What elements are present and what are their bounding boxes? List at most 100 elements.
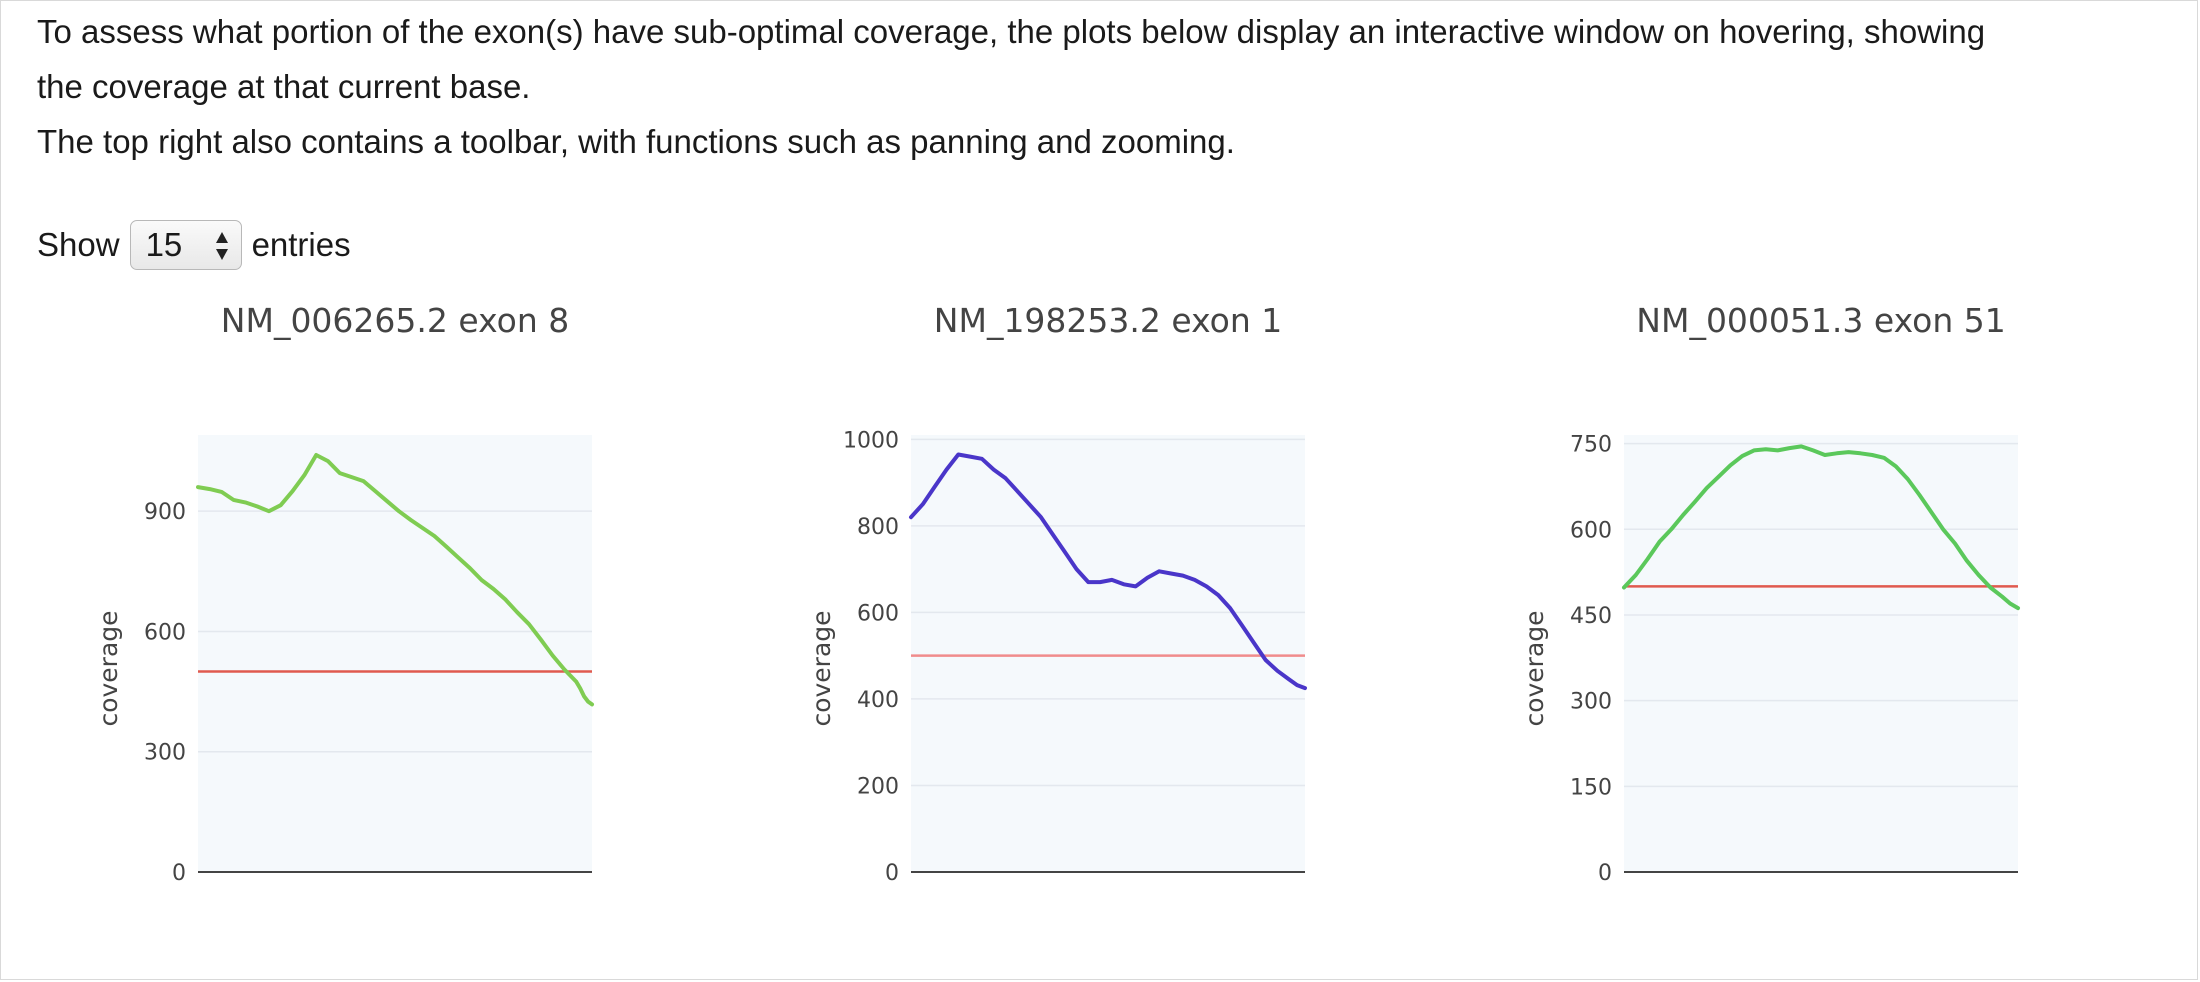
coverage-point xyxy=(1240,623,1244,627)
coverage-point xyxy=(1181,574,1185,578)
coverage-point xyxy=(2000,595,2004,599)
coverage-point xyxy=(196,485,200,489)
entries-select[interactable]: 15 xyxy=(129,220,242,270)
coverage-point xyxy=(1764,447,1768,451)
coverage-point xyxy=(1074,567,1079,571)
coverage-point xyxy=(503,597,507,601)
entries-select-value: 15 xyxy=(145,226,183,263)
coverage-point xyxy=(578,686,582,690)
plot-background xyxy=(198,435,592,872)
coverage-point xyxy=(456,555,460,559)
coverage-point xyxy=(1693,500,1697,504)
coverage-point xyxy=(1799,444,1803,449)
coverage-point xyxy=(1988,585,1993,590)
coverage-point xyxy=(1858,451,1862,455)
y-tick-label: 400 xyxy=(857,688,899,713)
y-tick-label: 0 xyxy=(1598,861,1612,886)
coverage-plot-3-svg: NM_000051.3 exon 51 0 150 300 450 600 750 cover… xyxy=(1520,301,2020,886)
coverage-point xyxy=(397,509,401,513)
coverage-point xyxy=(968,455,972,459)
coverage-point xyxy=(1953,541,1957,546)
coverage-point xyxy=(1882,456,1886,460)
coverage-plot-2[interactable]: NM_198253.2 exon 1 0 200 400 600 800 1000 cover… xyxy=(733,290,1453,910)
coverage-point xyxy=(468,566,472,570)
coverage-point xyxy=(314,453,318,457)
coverage-point xyxy=(1193,578,1197,582)
coverage-point xyxy=(1917,493,1922,497)
coverage-point xyxy=(1646,557,1650,561)
coverage-point xyxy=(373,489,377,493)
y-tick-label: 800 xyxy=(857,515,899,540)
coverage-point xyxy=(1228,606,1232,610)
intro-line-3: The top right also contains a toolbar, w… xyxy=(37,123,1235,160)
intro-text: To assess what portion of the exon(s) ha… xyxy=(37,4,2197,169)
coverage-point xyxy=(208,487,212,491)
y-tick-label: 600 xyxy=(144,620,186,645)
y-axis-label: coverage xyxy=(94,610,123,726)
entries-length-control: Show 15 entries xyxy=(37,218,351,272)
coverage-point xyxy=(338,471,342,475)
select-arrows-icon xyxy=(215,232,228,260)
y-tick-label: 900 xyxy=(144,500,186,525)
coverage-point xyxy=(1657,540,1662,544)
coverage-point xyxy=(1063,550,1067,554)
coverage-point xyxy=(1705,486,1709,490)
coverage-point xyxy=(2016,606,2020,610)
y-tick-label: 1000 xyxy=(843,428,899,453)
chart-title: NM_006265.2 exon 8 xyxy=(221,301,569,340)
y-tick-label: 0 xyxy=(172,861,186,886)
y-axis-label: coverage xyxy=(807,610,836,726)
coverage-point xyxy=(1835,451,1839,455)
coverage-point xyxy=(385,499,389,503)
coverage-point xyxy=(1740,454,1744,458)
coverage-point xyxy=(1122,582,1126,586)
coverage-point xyxy=(1906,477,1910,481)
coverage-point xyxy=(1157,569,1161,573)
y-tick-label: 600 xyxy=(1570,518,1612,543)
coverage-point xyxy=(1015,489,1019,493)
coverage-point xyxy=(1894,464,1898,469)
coverage-point xyxy=(1039,515,1043,519)
entries-label: entries xyxy=(251,226,351,263)
coverage-point xyxy=(562,667,567,672)
coverage-point xyxy=(1169,571,1173,576)
coverage-point xyxy=(1098,580,1102,584)
coverage-point xyxy=(1003,476,1008,480)
coverage-point xyxy=(432,534,436,538)
coverage-point xyxy=(921,502,925,506)
coverage-point xyxy=(361,479,366,483)
coverage-point xyxy=(1787,446,1792,450)
coverage-point xyxy=(980,457,984,461)
coverage-point xyxy=(290,489,295,493)
y-tick-label: 300 xyxy=(1570,690,1612,715)
coverage-point xyxy=(255,504,259,508)
coverage-point xyxy=(1051,532,1055,537)
y-axis-label: coverage xyxy=(1520,610,1549,726)
coverage-plot-3[interactable]: NM_000051.3 exon 51 0 150 300 450 600 750 cover… xyxy=(1446,290,2166,910)
intro-line-1: To assess what portion of the exon(s) ha… xyxy=(37,13,1986,50)
coverage-point xyxy=(590,702,594,707)
coverage-point xyxy=(551,653,555,658)
plot-background xyxy=(911,435,1305,872)
coverage-plot-1[interactable]: NM_006265.2 exon 8 0 300 600 900 coverage xyxy=(20,290,740,910)
coverage-point xyxy=(1823,453,1827,457)
show-label: Show xyxy=(37,226,120,263)
coverage-point xyxy=(956,452,960,457)
chart-title: NM_198253.2 exon 1 xyxy=(934,301,1282,340)
coverage-point xyxy=(1669,527,1673,531)
y-tick-label: 450 xyxy=(1570,604,1612,629)
coverage-point xyxy=(582,694,586,698)
coverage-point xyxy=(1295,683,1299,687)
y-tick-label: 200 xyxy=(857,774,899,799)
coverage-point xyxy=(350,475,354,479)
coverage-point xyxy=(220,490,224,494)
coverage-point xyxy=(1634,573,1638,577)
coverage-point xyxy=(586,700,590,704)
coverage-point xyxy=(409,518,413,522)
coverage-point xyxy=(515,610,519,614)
coverage-point xyxy=(1086,580,1090,584)
coverage-point xyxy=(1252,641,1256,645)
coverage-point xyxy=(491,587,496,591)
coverage-point xyxy=(1133,584,1138,589)
